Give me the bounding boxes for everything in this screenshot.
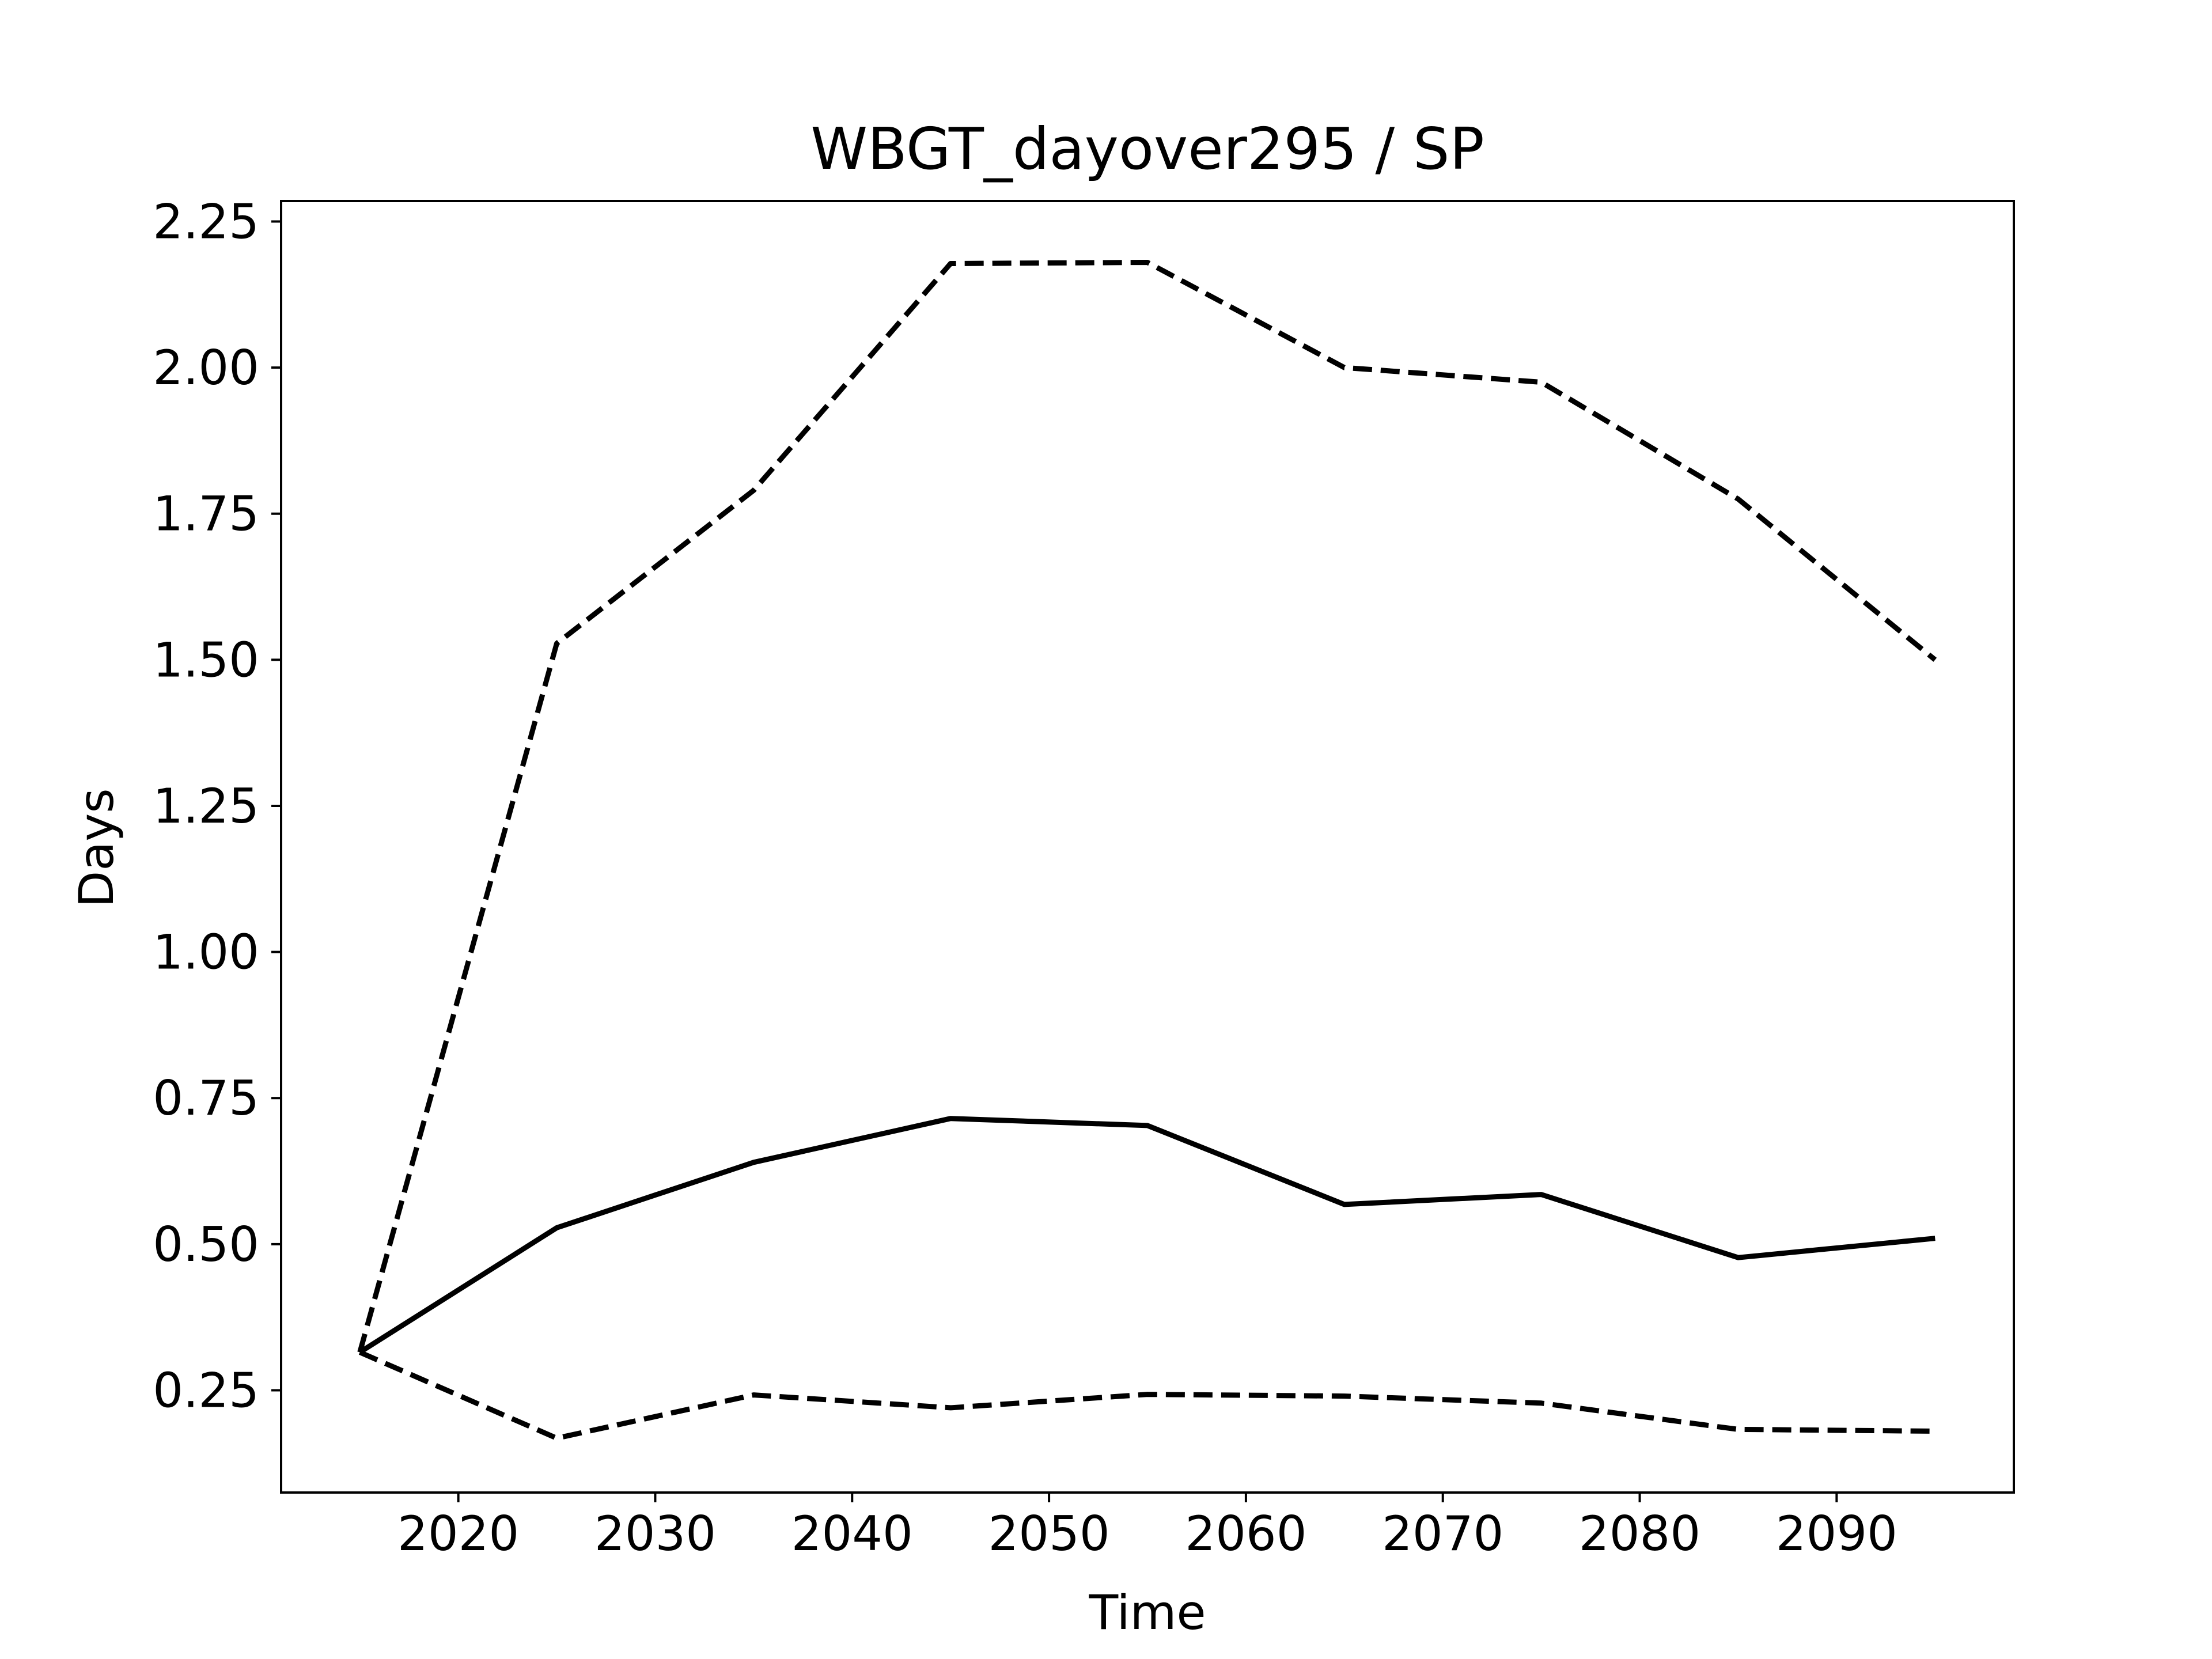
x-tick-label: 2030 <box>594 1506 716 1562</box>
x-tick-label: 2090 <box>1776 1506 1897 1562</box>
y-tick-label: 0.50 <box>153 1217 259 1272</box>
plot-area: 2020 2030 2040 2050 2060 2070 2080 2090 0.25 0.50… <box>153 194 2015 1562</box>
y-axis-title: Days <box>69 788 124 907</box>
series-line-2 <box>358 1350 1936 1441</box>
y-tick-label: 1.25 <box>153 778 259 834</box>
y-tick-label: 1.50 <box>153 632 259 688</box>
series-line-1 <box>357 260 1937 1353</box>
y-tick-label: 0.75 <box>153 1070 259 1126</box>
x-tick-label: 2050 <box>988 1506 1109 1562</box>
series-line-0 <box>358 1116 1936 1355</box>
x-tick-label: 2020 <box>397 1506 519 1562</box>
y-tick-label: 0.25 <box>153 1362 259 1418</box>
y-tick-label: 2.25 <box>153 194 259 250</box>
chart-title: WBGT_dayover295 / SP <box>810 115 1484 183</box>
axes-frame <box>280 200 2015 1494</box>
x-tick-label: 2040 <box>791 1506 913 1562</box>
x-axis-title: Time <box>1088 1585 1206 1641</box>
y-tick-label: 2.00 <box>153 340 259 396</box>
x-tick-label: 2080 <box>1579 1506 1700 1562</box>
y-tick-label: 1.00 <box>153 925 259 980</box>
x-tick-label: 2060 <box>1185 1506 1306 1562</box>
y-tick-label: 1.75 <box>153 486 259 542</box>
x-tick-label: 2070 <box>1382 1506 1503 1562</box>
